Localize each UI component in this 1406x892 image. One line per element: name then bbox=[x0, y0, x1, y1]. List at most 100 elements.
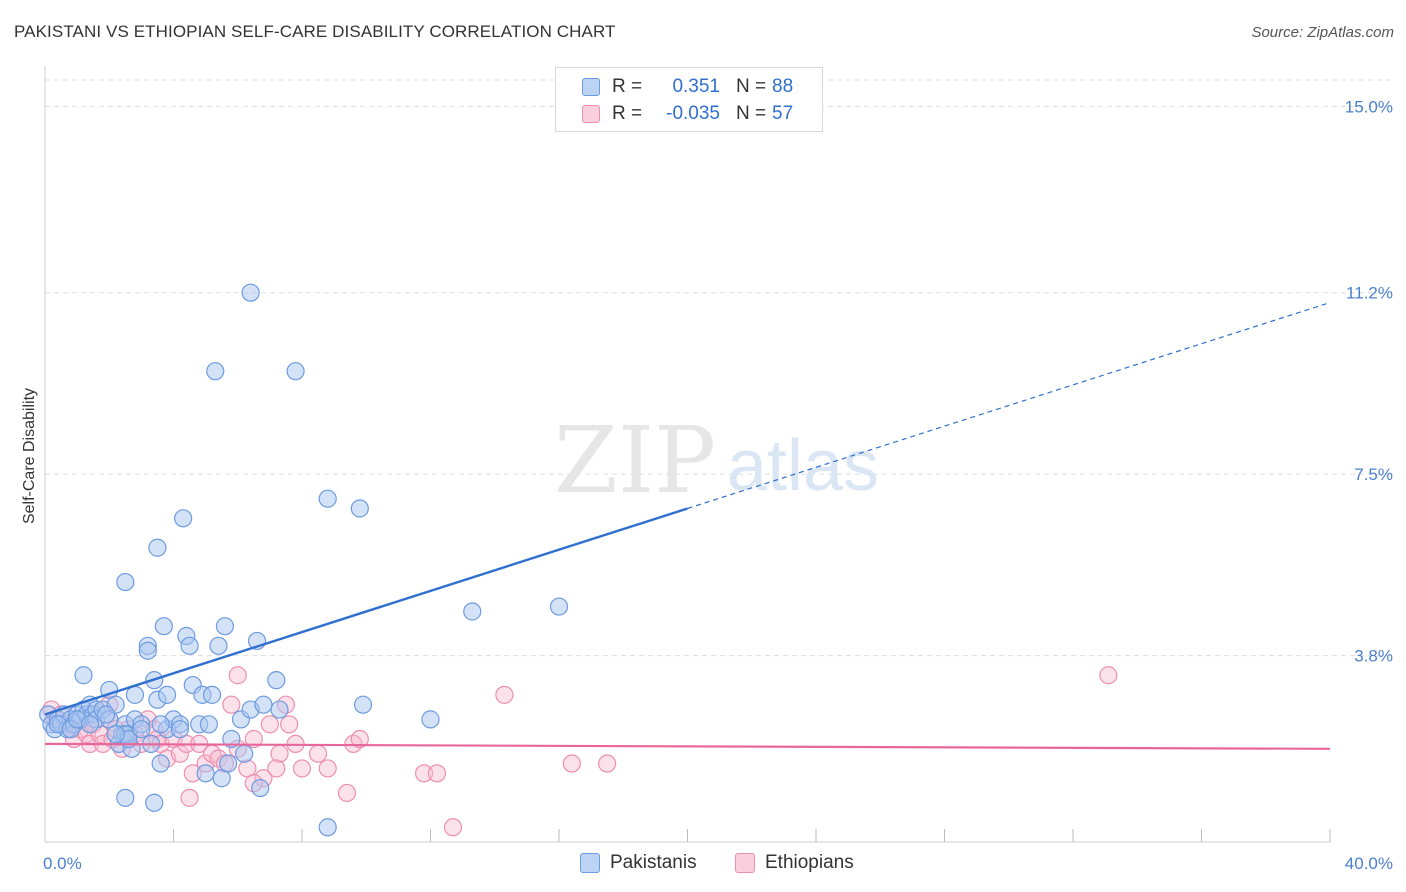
legend-row-ethiopians: R = -0.035 N = 57 bbox=[582, 101, 793, 127]
n-value: 88 bbox=[772, 76, 794, 97]
pakistani-point bbox=[138, 641, 157, 660]
ethiopian-point bbox=[222, 695, 241, 714]
y-tick-label: 7.5% bbox=[1354, 465, 1393, 484]
pakistani-point bbox=[209, 636, 228, 655]
y-axis-label: Self-Care Disability bbox=[21, 388, 38, 524]
ethiopian-point bbox=[244, 729, 263, 749]
pakistani-point bbox=[74, 666, 93, 685]
pakistanis-trend-line bbox=[44, 507, 688, 716]
ethiopian-point bbox=[1099, 666, 1118, 685]
ethiopian-point bbox=[562, 754, 581, 773]
pakistani-point bbox=[106, 725, 125, 744]
x-tick-label: 0.0% bbox=[43, 854, 82, 873]
ethiopian-point bbox=[267, 759, 286, 778]
pakistani-point bbox=[157, 685, 177, 704]
legend-item-pakistanis[interactable]: Pakistanis bbox=[580, 852, 697, 874]
ethiopian-point bbox=[414, 764, 434, 783]
pakistani-point bbox=[116, 572, 135, 592]
r-label: R = bbox=[612, 76, 643, 97]
pakistani-point bbox=[199, 715, 218, 734]
pakistani-point bbox=[151, 754, 170, 773]
pakistani-point bbox=[96, 705, 116, 724]
pakistanis-points bbox=[39, 283, 569, 837]
pakistani-point bbox=[235, 744, 254, 763]
series-legend: Pakistanis Ethiopians bbox=[0, 852, 1406, 876]
pakistani-point bbox=[241, 283, 260, 302]
pakistani-point bbox=[267, 671, 286, 690]
y-tick-label: 11.2% bbox=[1346, 284, 1393, 303]
watermark-atlas: atlas bbox=[727, 426, 879, 506]
pakistanis-swatch bbox=[580, 853, 600, 873]
tick-labels: 3.8% 7.5% 11.2% 15.0% 0.0% 40.0% bbox=[43, 97, 1393, 873]
legend-label-pakistanis: Pakistanis bbox=[610, 852, 697, 873]
ethiopian-point bbox=[180, 788, 199, 807]
ethiopian-point bbox=[270, 744, 289, 763]
chart-title: PAKISTANI VS ETHIOPIAN SELF-CARE DISABIL… bbox=[14, 22, 616, 41]
pakistani-point bbox=[206, 362, 225, 381]
legend-item-ethiopians[interactable]: Ethiopians bbox=[735, 852, 854, 874]
ethiopian-point bbox=[292, 759, 312, 778]
pakistani-point bbox=[170, 720, 190, 739]
r-value: 0.351 bbox=[672, 76, 720, 97]
pakistani-point bbox=[350, 499, 369, 518]
ethiopian-point bbox=[443, 818, 463, 837]
pakistani-point bbox=[116, 788, 135, 807]
pakistani-point bbox=[251, 778, 270, 798]
gridlines bbox=[45, 79, 1392, 657]
legend-label-ethiopians: Ethiopians bbox=[765, 852, 854, 873]
pakistani-point bbox=[353, 695, 373, 714]
pakistani-point bbox=[145, 793, 164, 812]
watermark-zip: ZIP bbox=[554, 407, 716, 514]
ethiopian-point bbox=[318, 759, 337, 778]
ethiopian-point bbox=[495, 685, 514, 704]
pakistani-point bbox=[151, 715, 170, 734]
pakistani-point bbox=[132, 720, 151, 739]
source-credit: Source: ZipAtlas.com bbox=[1251, 24, 1394, 41]
pakistani-point bbox=[148, 538, 167, 557]
ethiopian-point bbox=[260, 715, 279, 734]
pakistani-point bbox=[286, 362, 305, 381]
ethiopians-swatch bbox=[582, 105, 600, 123]
x-tick-label: 40.0% bbox=[1345, 854, 1393, 873]
pakistani-point bbox=[549, 597, 569, 616]
pakistani-point bbox=[180, 636, 199, 655]
pakistani-point bbox=[318, 489, 337, 508]
pakistani-point bbox=[219, 754, 238, 773]
r-value: -0.035 bbox=[666, 103, 720, 124]
correlation-legend: R = 0.351 N = 88 R = -0.035 N = 57 bbox=[555, 67, 823, 132]
pakistani-point bbox=[215, 617, 234, 636]
ethiopian-point bbox=[280, 715, 299, 734]
n-value: 57 bbox=[772, 103, 794, 124]
pakistani-point bbox=[80, 715, 100, 734]
y-tick-label: 15.0% bbox=[1345, 97, 1393, 116]
pakistani-point bbox=[254, 695, 273, 714]
pakistani-point bbox=[318, 818, 337, 837]
ethiopian-point bbox=[308, 744, 328, 763]
ethiopian-point bbox=[228, 666, 247, 685]
r-label: R = bbox=[612, 103, 643, 124]
ethiopians-trend-line bbox=[44, 742, 1331, 750]
pakistani-point bbox=[463, 602, 482, 621]
n-label: N = bbox=[736, 76, 767, 97]
legend-row-pakistanis: R = 0.351 N = 88 bbox=[582, 74, 793, 100]
trend-lines bbox=[44, 301, 1331, 750]
watermark: ZIP atlas bbox=[554, 407, 879, 514]
pakistani-point bbox=[270, 700, 289, 719]
ethiopian-point bbox=[427, 764, 447, 783]
pakistani-point bbox=[125, 685, 145, 704]
pakistani-point bbox=[154, 617, 173, 636]
ethiopians-swatch bbox=[735, 853, 755, 873]
pakistani-point bbox=[174, 509, 193, 528]
pakistanis-swatch bbox=[582, 78, 600, 96]
y-tick-label: 3.8% bbox=[1354, 647, 1393, 666]
pakistani-point bbox=[421, 710, 440, 729]
ethiopian-point bbox=[598, 754, 617, 773]
ethiopian-point bbox=[337, 783, 357, 803]
pakistani-point bbox=[202, 685, 222, 704]
pakistani-point bbox=[196, 764, 215, 783]
pakistani-point bbox=[222, 729, 241, 749]
pakistanis-trend-extension bbox=[687, 301, 1331, 510]
ethiopian-point bbox=[350, 729, 369, 749]
n-label: N = bbox=[736, 103, 767, 124]
